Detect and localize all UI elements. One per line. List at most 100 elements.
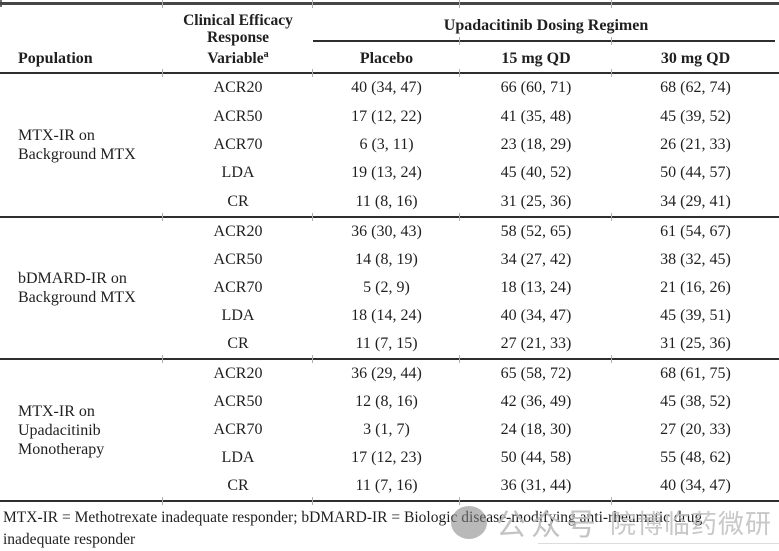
value-cell: 11 (7, 15) [355, 335, 418, 352]
table-row: CR 11 (7, 15) 27 (21, 33) 31 (25, 36) [163, 330, 779, 358]
value-cell: 41 (35, 48) [500, 107, 572, 125]
table-row: ACR50 12 (8, 16) 42 (36, 49) 45 (38, 52) [163, 388, 779, 416]
value-cell: 21 (16, 26) [660, 279, 731, 296]
value-cell: 17 (12, 23) [351, 449, 422, 466]
value-cell: 36 (30, 43) [351, 223, 422, 240]
footnote-marker: a [263, 49, 269, 60]
table-row: ACR70 5 (2, 9) 18 (13, 24) 21 (16, 26) [163, 274, 779, 302]
value-cell: 40 (34, 47) [660, 477, 731, 494]
group-rows: ACR20 36 (30, 43) 58 (52, 65) 61 (54, 67… [163, 218, 779, 358]
column-separator-tick [162, 0, 163, 8]
value-cell: 6 (3, 11) [359, 136, 414, 154]
table-header: Population Clinical Efficacy Response Va… [0, 5, 779, 72]
value-cell: 66 (60, 71) [500, 79, 572, 97]
variable-cell: ACR70 [213, 136, 263, 154]
value-cell: 38 (32, 45) [660, 251, 731, 268]
value-cell: 45 (39, 52) [660, 107, 731, 125]
table-footnote: MTX-IR = Methotrexate inadequate respond… [3, 509, 703, 548]
column-header-15mg-qd: 15 mg QD [501, 50, 571, 67]
table-row: ACR70 3 (1, 7) 24 (18, 30) 27 (20, 33) [163, 416, 779, 444]
response-variable-line: Response [206, 29, 269, 46]
variable-cell: LDA [221, 307, 255, 324]
variable-cell: CR [227, 335, 249, 352]
variable-cell: LDA [221, 164, 255, 182]
value-cell: 40 (34, 47) [500, 307, 572, 324]
value-cell: 18 (14, 24) [351, 307, 422, 324]
variable-cell: ACR70 [213, 279, 263, 296]
group-separator-rule [0, 355, 779, 363]
response-variable-line: Variablea [207, 49, 269, 68]
value-cell: 50 (44, 57) [660, 164, 731, 182]
table-row: CR 11 (8, 16) 31 (25, 36) 34 (29, 41) [163, 188, 779, 216]
variable-cell: CR [227, 477, 249, 494]
table-row: LDA 19 (13, 24) 45 (40, 52) 50 (44, 57) [163, 159, 779, 187]
table-row: CR 11 (7, 16) 36 (31, 44) 40 (34, 47) [163, 472, 779, 500]
group-rows: ACR20 40 (34, 47) 66 (60, 71) 68 (62, 74… [163, 74, 779, 216]
column-separator-tick [459, 37, 460, 45]
population-label: bDMARD-IR on Background MTX [18, 270, 136, 306]
value-cell: 11 (7, 16) [355, 477, 418, 494]
variable-cell: ACR20 [213, 223, 263, 240]
value-cell: 68 (61, 75) [660, 365, 731, 382]
value-cell: 55 (48, 62) [660, 449, 731, 466]
column-separator-tick [162, 355, 163, 363]
column-separator-tick [162, 213, 163, 221]
table-row: ACR20 36 (30, 43) 58 (52, 65) 61 (54, 67… [163, 218, 779, 246]
column-separator-tick [611, 0, 612, 8]
variable-cell: ACR20 [213, 79, 263, 97]
value-cell: 31 (25, 36) [500, 192, 572, 210]
column-header-response-variable: Clinical Efficacy Response Variablea [163, 5, 313, 72]
value-cell: 31 (25, 36) [660, 335, 731, 352]
table-group-mtx-ir-monotherapy: MTX-IR on Upadacitinib Monotherapy ACR20… [0, 360, 779, 500]
variable-cell: ACR50 [213, 393, 263, 410]
table-row: LDA 18 (14, 24) 40 (34, 47) 45 (39, 51) [163, 302, 779, 330]
column-separator-tick [312, 213, 313, 221]
table-bottom-rule [0, 497, 779, 505]
column-separator-tick [312, 69, 313, 77]
value-cell: 34 (27, 42) [500, 251, 572, 268]
column-separator-tick [312, 497, 313, 505]
column-header-placebo: Placebo [359, 50, 414, 67]
variable-cell: ACR20 [213, 365, 263, 382]
column-separator-tick [459, 497, 460, 505]
value-cell: 68 (62, 74) [660, 79, 731, 97]
column-separator-tick [459, 0, 460, 8]
dosing-regimen-underline [313, 37, 775, 45]
population-label: MTX-IR on Background MTX [18, 127, 136, 163]
table-row: ACR50 17 (12, 22) 41 (35, 48) 45 (39, 52… [163, 102, 779, 130]
value-cell: 34 (29, 41) [660, 192, 731, 210]
table-row: ACR70 6 (3, 11) 23 (18, 29) 26 (21, 33) [163, 131, 779, 159]
column-separator-tick [611, 37, 612, 45]
value-cell: 24 (18, 30) [500, 421, 572, 438]
table-top-rule [0, 0, 779, 8]
value-cell: 11 (8, 16) [355, 192, 418, 210]
column-separator-tick [162, 497, 163, 505]
column-separator-tick [312, 355, 313, 363]
column-header-30mg-qd: 30 mg QD [660, 50, 731, 67]
group-separator-rule [0, 213, 779, 221]
dosing-regimen-header: Upadacitinib Dosing Regimen Placebo 15 m… [313, 5, 779, 72]
population-label: MTX-IR on Upadacitinib Monotherapy [18, 402, 105, 458]
column-separator-tick [459, 213, 460, 221]
variable-cell: LDA [221, 449, 255, 466]
value-cell: 40 (34, 47) [351, 79, 422, 97]
table-row: ACR20 40 (34, 47) 66 (60, 71) 68 (62, 74… [163, 74, 779, 102]
variable-cell: ACR50 [213, 251, 263, 268]
value-cell: 17 (12, 22) [351, 107, 422, 125]
column-header-population: Population [18, 50, 93, 67]
group-rows: ACR20 36 (29, 44) 65 (58, 72) 68 (61, 75… [163, 360, 779, 500]
value-cell: 3 (1, 7) [363, 421, 410, 438]
header-bottom-rule [0, 69, 779, 77]
value-cell: 50 (44, 58) [500, 449, 572, 466]
column-separator-tick [611, 69, 612, 77]
variable-cell: ACR50 [213, 107, 263, 125]
value-cell: 45 (40, 52) [500, 164, 572, 182]
value-cell: 36 (31, 44) [500, 477, 572, 494]
value-cell: 18 (13, 24) [500, 279, 572, 296]
value-cell: 27 (20, 33) [660, 421, 731, 438]
value-cell: 36 (29, 44) [351, 365, 422, 382]
column-separator-tick [459, 355, 460, 363]
variable-cell: ACR70 [213, 421, 263, 438]
value-cell: 42 (36, 49) [500, 393, 572, 410]
